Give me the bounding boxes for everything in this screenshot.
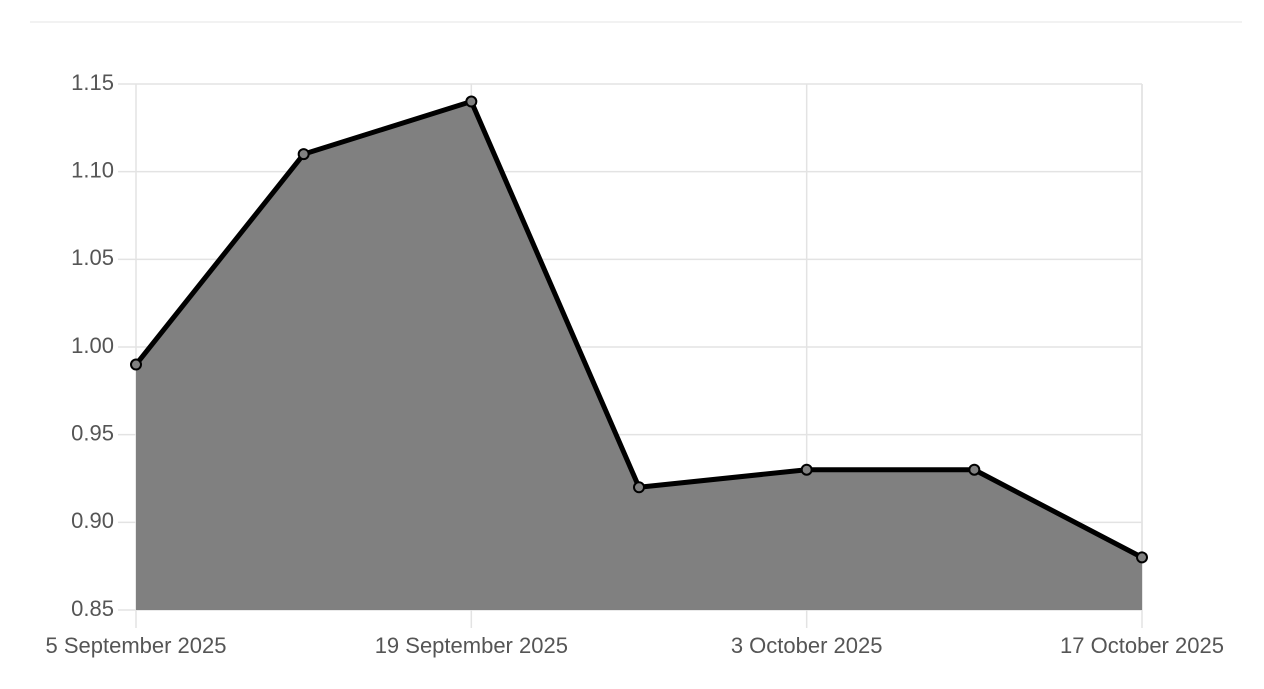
x-tick-label: 17 October 2025 bbox=[1060, 633, 1224, 658]
y-tick-label: 1.15 bbox=[71, 70, 114, 95]
point bbox=[968, 463, 981, 476]
y-tick-label: 1.10 bbox=[71, 157, 114, 182]
y-tick-label: 1.05 bbox=[71, 245, 114, 270]
y-tick-label: 0.85 bbox=[71, 596, 114, 621]
point bbox=[800, 463, 813, 476]
point bbox=[130, 358, 142, 371]
area-fill bbox=[136, 101, 1142, 611]
y-tick-label: 1.00 bbox=[71, 333, 114, 358]
y-tick-label: 0.95 bbox=[71, 420, 114, 445]
point bbox=[297, 148, 310, 161]
point bbox=[1136, 551, 1148, 564]
x-tick-label: 3 October 2025 bbox=[731, 633, 883, 658]
point bbox=[633, 481, 645, 494]
y-tick-label: 0.90 bbox=[71, 508, 114, 533]
x-tick-label: 19 September 2025 bbox=[375, 633, 568, 658]
point bbox=[465, 95, 478, 108]
x-tick-label: 5 September 2025 bbox=[45, 633, 226, 658]
